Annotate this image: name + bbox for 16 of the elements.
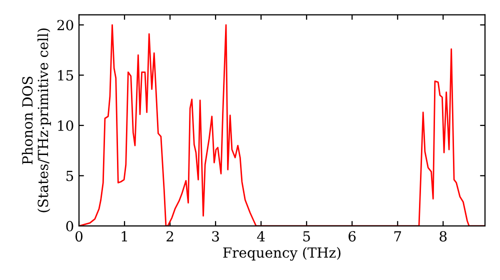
x-tick-label: 5	[303, 231, 310, 242]
y-tick-label: 20	[57, 20, 74, 30]
x-tick-label: 8	[440, 231, 447, 242]
y-axis-title: Phonon DOS (States/THz·primitive cell)	[22, 28, 51, 212]
x-tick-label: 0	[75, 231, 82, 242]
x-tick-label: 1	[122, 231, 127, 242]
x-tick-label: 2	[166, 231, 174, 242]
y-tick-label: 5	[66, 170, 74, 182]
y-tick-label: 15	[58, 70, 74, 81]
x-tick-label: 4	[257, 231, 265, 242]
x-tick-label: 7	[394, 231, 402, 242]
x-tick-label: 3	[212, 231, 219, 242]
y-tick-label: 10	[58, 120, 74, 131]
y-tick-label: 0	[66, 220, 74, 232]
x-tick-label: 6	[348, 231, 356, 242]
x-axis-title: Frequency (THz)	[223, 247, 340, 261]
